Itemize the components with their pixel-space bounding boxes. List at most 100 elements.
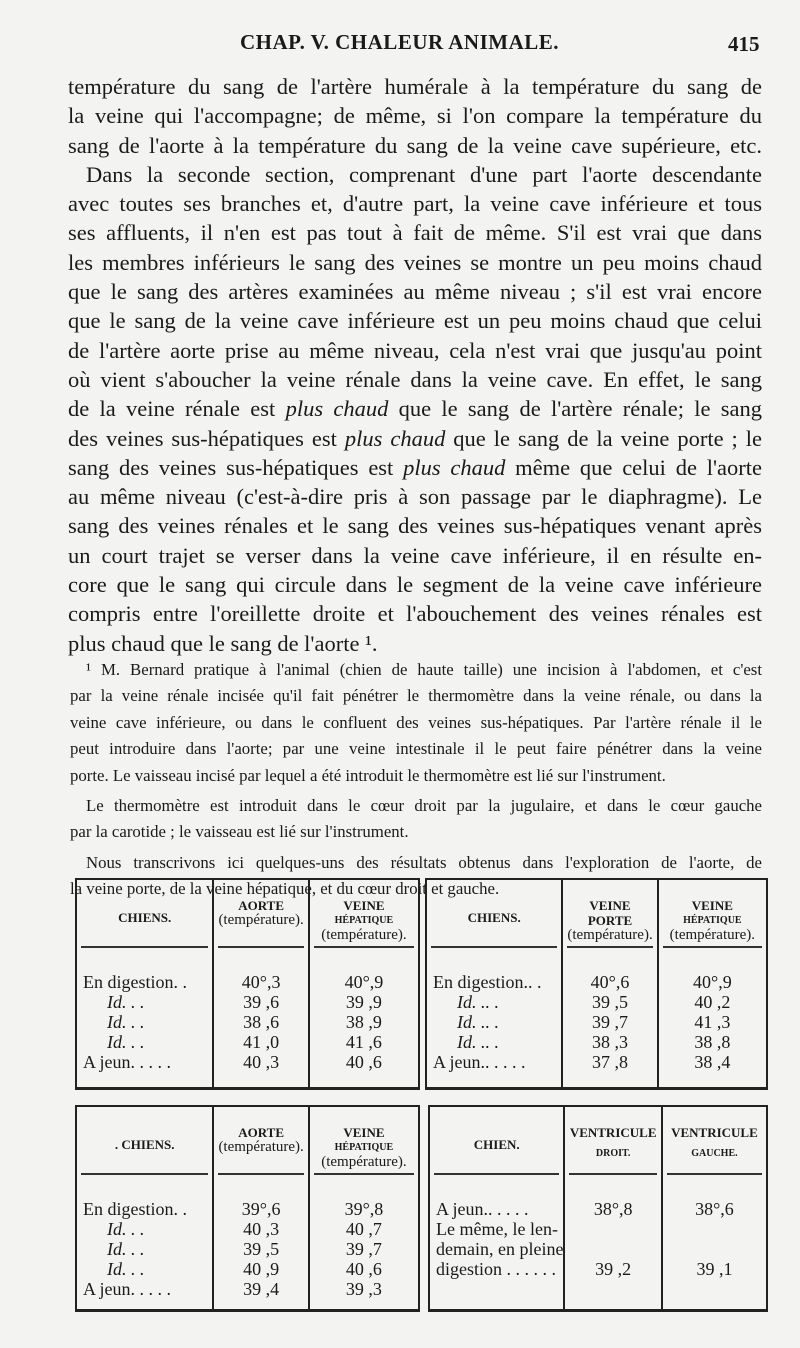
table-cell: 38°,6: [695, 1199, 734, 1219]
text-line: température du sang de l'artère humérale…: [68, 72, 762, 101]
column-header-title: CHIEN.: [473, 1137, 520, 1152]
text-line: la veine qui l'accompagne; de même, si l…: [68, 101, 762, 130]
text-line: de l'artère aorte prise au même niveau, …: [68, 336, 762, 365]
text-line: sang des veines sus-hépatiques est plus …: [68, 453, 762, 482]
text-line: des veines sus-hépatiques est plus chaud…: [68, 424, 762, 453]
row-label: Id. .. .: [457, 1012, 499, 1032]
text-segment: au même niveau (c'est-à-dire pris à son …: [68, 484, 762, 510]
column-header-title: VEINE: [343, 1125, 385, 1140]
table-cell: 38 ,3: [592, 1032, 629, 1052]
column-header-unit: (température).: [218, 912, 304, 928]
text-line: sang des veines rénales et le sang des v…: [68, 511, 762, 540]
row-label: Id. . .: [107, 1219, 145, 1239]
text-line: au même niveau (c'est-à-dire pris à son …: [68, 482, 762, 511]
text-segment: sang de l'aorte à la température du sang…: [68, 132, 762, 158]
text-segment: ses affluents, il n'en est pas tout à fa…: [68, 220, 762, 246]
column-header-unit: (température).: [218, 1139, 304, 1155]
column-header: . CHIENS.: [81, 1107, 209, 1175]
column-header-title: VEINE PORTE: [587, 898, 633, 928]
table-cell: 40 ,7: [345, 1219, 382, 1239]
italic-emphasis: plus chaud: [285, 396, 389, 422]
table-cell: [663, 1219, 766, 1239]
table-cell: 38 ,6: [243, 1012, 280, 1032]
text-line: que le sang des artères examinées au mêm…: [68, 277, 762, 306]
column-header-subtitle: GAUCHE.: [691, 1148, 738, 1159]
column-header-title: AORTE: [238, 1125, 285, 1140]
table-cell: 39 ,7: [592, 1012, 629, 1032]
italic-emphasis: plus chaud: [344, 425, 446, 451]
table-cell: 40 ,6: [345, 1259, 382, 1279]
text-line: core que le sang qui circule dans le seg…: [68, 570, 762, 599]
column-header: CHIENS.: [431, 880, 558, 948]
column-header-subtitle: HÉPATIQUE: [334, 1142, 394, 1153]
text-line: de la veine rénale est plus chaud que le…: [68, 394, 762, 423]
column-header: VENTRICULE GAUCHE.: [666, 1107, 762, 1175]
text-segment: de l'artère aorte prise au même niveau, …: [68, 337, 762, 363]
column-header-subtitle: HÉPATIQUE: [334, 915, 394, 926]
table-cell: 40 ,2: [694, 992, 731, 1012]
text-line: compris entre l'oreillette droite et l'a…: [68, 599, 762, 628]
row-label: A jeun.. . . . .: [433, 1052, 526, 1072]
column-header-title: VENTRICULE: [569, 1125, 657, 1140]
column-header: VEINE PORTE (température).: [567, 880, 653, 948]
column-header-unit: (température).: [669, 927, 756, 943]
chapter-title: CHAP. V. CHALEUR ANIMALE.: [240, 30, 559, 54]
text-segment: que le sang de l'artère rénale; le sang: [388, 396, 762, 422]
row-label: Id. . .: [107, 1239, 145, 1259]
table-ventricules: CHIEN. A jeun.. . . . . Le même, le len-de…: [428, 1105, 768, 1312]
text-line: avec toutes ses branches et, d'autre par…: [68, 189, 762, 218]
row-label: A jeun. . . . .: [83, 1279, 171, 1299]
text-segment: la veine qui l'accompagne; de même, si l…: [68, 103, 762, 129]
table-cell: 40°,9: [693, 972, 732, 992]
column-header: AORTE (température).: [218, 880, 304, 948]
table-cell: 39°,6: [241, 1199, 281, 1219]
row-label: En digestion. .: [83, 972, 187, 992]
table-cell: 39°,8: [344, 1199, 384, 1219]
row-label: A jeun.. . . . .: [436, 1199, 529, 1219]
table-cell: 38 ,8: [694, 1032, 731, 1052]
table-cell: 40°,6: [590, 972, 630, 992]
table-cell: 39 ,9: [345, 992, 382, 1012]
table-cell: 39 ,4: [243, 1279, 280, 1299]
table-veine-porte-veine-hepatique: CHIENS. En digestion.. . Id. .. . Id. .. .I…: [425, 878, 768, 1090]
body-text: température du sang de l'artère humérale…: [68, 72, 762, 658]
table-cell: 40 ,9: [243, 1259, 280, 1279]
text-line: plus chaud que le sang de l'aorte ¹.: [68, 629, 762, 658]
column-header: VEINE HÉPATIQUE (température).: [313, 1107, 414, 1175]
row-label: digestion . . . . . .: [436, 1259, 556, 1279]
row-label: A jeun. . . . .: [83, 1052, 171, 1072]
column-header-title: CHIENS.: [118, 910, 172, 925]
column-header: VEINE HÉPATIQUE (température).: [313, 880, 414, 948]
row-label: En digestion.. .: [433, 972, 542, 992]
text-segment: core que le sang qui circule dans le seg…: [68, 572, 762, 598]
text-line: les membres inférieurs le sang des veine…: [68, 248, 762, 277]
table-cell: 39 ,3: [345, 1279, 382, 1299]
table-cell: 38 ,9: [345, 1012, 382, 1032]
text-segment: que le sang de la veine porte ; le: [445, 425, 762, 451]
row-label: Id. .. .: [457, 992, 499, 1012]
footnote-line: porte. Le vaisseau incisé par lequel a é…: [70, 765, 666, 785]
table-cell: 39 ,5: [243, 1239, 280, 1259]
row-label: En digestion. .: [83, 1199, 187, 1219]
column-header: CHIEN.: [434, 1107, 560, 1175]
footnote-line: veine cave inférieure, ou dans le conflu…: [70, 712, 762, 732]
row-label: Id. .. .: [457, 1032, 499, 1052]
text-segment: avec toutes ses branches et, d'autre par…: [68, 191, 762, 217]
text-segment: que le sang des artères examinées au mêm…: [68, 279, 762, 305]
table-cell: 39 ,5: [592, 992, 629, 1012]
row-label: Id. . .: [107, 992, 145, 1012]
column-header-subtitle: HÉPATIQUE: [683, 915, 742, 926]
table-cell: 39 ,6: [243, 992, 280, 1012]
column-header-title: CHIENS.: [467, 910, 521, 925]
column-header-title: VEINE: [343, 898, 385, 913]
table-cell: [663, 1239, 766, 1259]
text-line: où vient s'aboucher la veine rénale dans…: [68, 365, 762, 394]
running-header: CHAP. V. CHALEUR ANIMALE. 415: [0, 30, 800, 62]
table-cell: 40 ,3: [243, 1052, 280, 1072]
table-cell: [565, 1219, 660, 1239]
footnote-line: Le thermomètre est introduit dans le cœu…: [86, 796, 762, 816]
table-cell: 40 ,3: [243, 1219, 280, 1239]
footnote: ¹ M. Bernard pratique à l'animal (chien …: [70, 657, 762, 903]
table-cell: 38°,8: [593, 1199, 633, 1219]
text-segment: où vient s'aboucher la veine rénale dans…: [68, 366, 762, 392]
